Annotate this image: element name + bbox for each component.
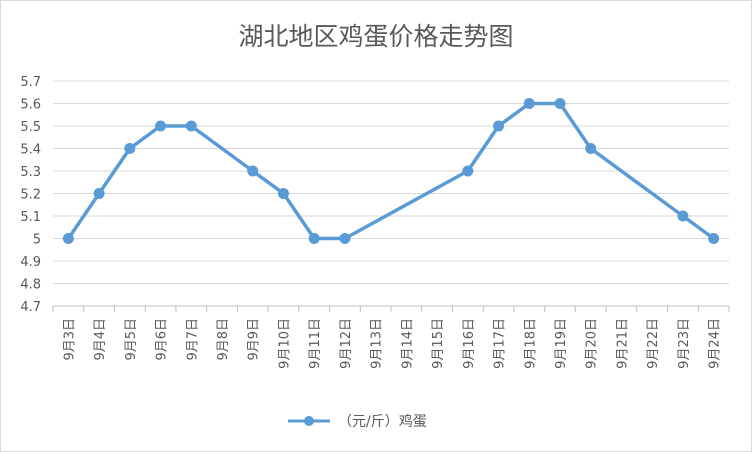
y-tick-label: 4.8	[20, 278, 41, 293]
data-point	[585, 143, 597, 154]
data-point	[339, 233, 351, 244]
x-tick-label: 9月3日	[62, 318, 77, 361]
data-point	[493, 120, 505, 132]
data-point	[62, 233, 74, 244]
x-tick-label: 9月16日	[462, 318, 477, 369]
data-point	[277, 188, 289, 199]
y-tick-label: 5.5	[20, 120, 41, 135]
y-tick-label: 5.7	[20, 75, 41, 90]
y-tick-label: 5	[33, 233, 41, 248]
x-tick-label: 9月21日	[615, 318, 630, 369]
x-tick-label: 9月14日	[400, 318, 415, 369]
data-point	[124, 143, 136, 154]
y-tick-label: 4.7	[20, 300, 41, 315]
y-tick-label: 5.2	[20, 188, 41, 203]
x-tick-label: 9月19日	[554, 318, 569, 369]
x-axis: 9月3日 9月4日 9月5日 9月6日 9月7日 9月8日 9月9日 9月10日 9月11日 9月…	[52, 305, 730, 369]
y-tick-label: 5.1	[20, 210, 41, 225]
data-point	[708, 233, 720, 244]
data-point	[462, 165, 474, 177]
legend: （元/斤）鸡蛋	[288, 413, 427, 430]
x-tick-label: 9月6日	[155, 318, 170, 361]
data-point	[93, 188, 105, 199]
x-tick-label: 9月5日	[124, 318, 139, 361]
x-tick-label: 9月24日	[708, 318, 723, 369]
grid-lines	[53, 80, 729, 307]
x-tick-label: 9月17日	[493, 318, 508, 369]
x-tick-label: 9月9日	[247, 318, 262, 361]
series-line	[66, 101, 715, 241]
data-point	[155, 120, 167, 132]
series-layer	[62, 98, 720, 244]
x-tick-label: 9月18日	[523, 318, 538, 369]
chart-title: 湖北地区鸡蛋价格走势图	[238, 22, 513, 51]
y-tick-label: 5.4	[20, 143, 41, 158]
legend-marker	[304, 416, 314, 426]
data-point	[308, 233, 320, 244]
x-tick-label: 9月15日	[431, 318, 446, 369]
x-tick-label: 9月8日	[216, 318, 231, 361]
x-tick-label: 9月23日	[677, 318, 692, 369]
x-tick-label: 9月10日	[277, 318, 292, 369]
data-point	[247, 165, 259, 177]
y-tick-label: 5.6	[20, 98, 41, 113]
y-axis-ticks: 4.7 4.8 4.9 5 5.1 5.2 5.3 5.4 5.5 5.6 5.7	[20, 75, 41, 315]
x-tick-label: 9月12日	[339, 318, 354, 369]
x-tick-label: 9月22日	[646, 318, 661, 369]
y-tick-label: 5.3	[20, 165, 41, 180]
legend-label: （元/斤）鸡蛋	[338, 413, 427, 430]
data-point	[185, 120, 197, 132]
x-tick-label: 9月13日	[370, 318, 385, 369]
x-tick-label: 9月7日	[185, 318, 200, 361]
data-point	[677, 210, 689, 222]
data-point	[554, 98, 566, 109]
x-tick-label: 9月20日	[585, 318, 600, 369]
data-point	[523, 98, 535, 109]
y-tick-label: 4.9	[20, 255, 41, 270]
x-tick-label: 9月11日	[308, 318, 323, 369]
x-tick-label: 9月4日	[93, 318, 108, 361]
